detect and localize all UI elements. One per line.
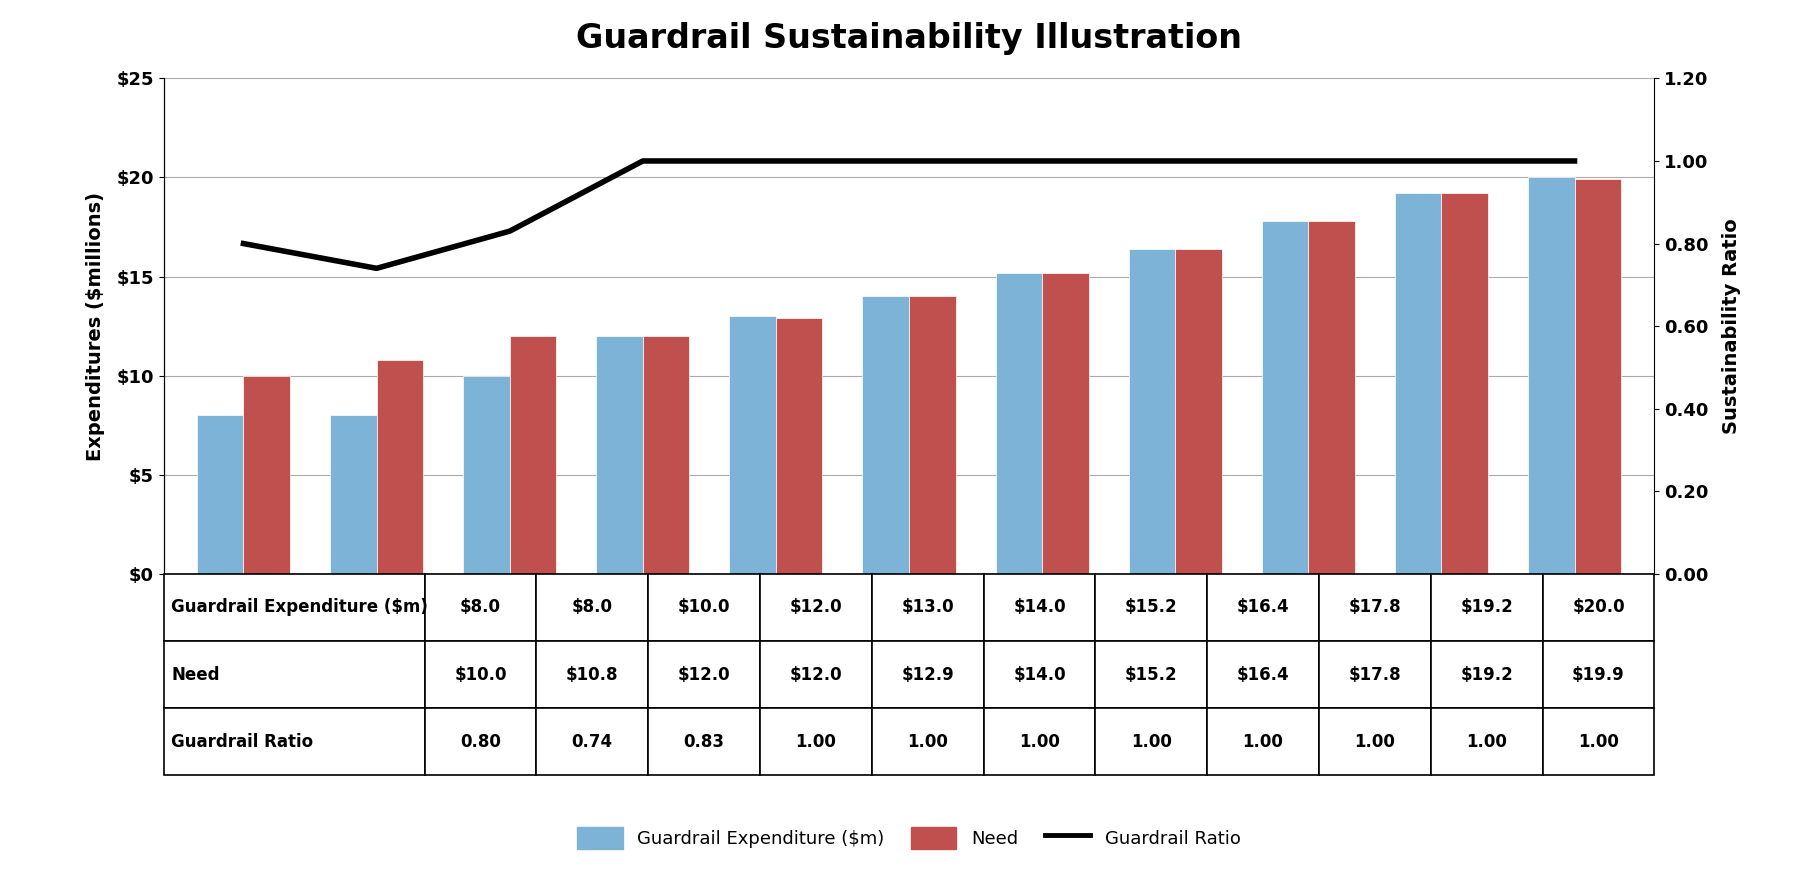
Bar xyxy=(1543,708,1654,775)
Bar xyxy=(996,273,1042,574)
Bar xyxy=(1543,574,1654,641)
Bar xyxy=(1174,249,1222,574)
Text: $17.8: $17.8 xyxy=(1349,598,1402,617)
Text: 1.00: 1.00 xyxy=(1244,733,1284,751)
Bar xyxy=(1262,221,1309,574)
Bar xyxy=(862,296,909,574)
Text: $15.2: $15.2 xyxy=(1125,598,1178,617)
Text: $14.0: $14.0 xyxy=(1013,665,1065,684)
Bar xyxy=(596,336,644,574)
Bar xyxy=(1431,574,1542,641)
Text: $16.4: $16.4 xyxy=(1236,665,1289,684)
Text: 1.00: 1.00 xyxy=(907,733,947,751)
Bar xyxy=(1442,193,1487,574)
Bar xyxy=(984,708,1096,775)
Bar xyxy=(984,641,1096,708)
Bar xyxy=(873,574,984,641)
Bar xyxy=(760,574,873,641)
Y-axis label: Sustainability Ratio: Sustainability Ratio xyxy=(1722,219,1742,434)
Bar xyxy=(244,375,291,574)
Text: 0.83: 0.83 xyxy=(684,733,725,751)
Bar xyxy=(644,336,689,574)
Text: $17.8: $17.8 xyxy=(1349,665,1402,684)
Text: $14.0: $14.0 xyxy=(1013,598,1065,617)
Bar xyxy=(464,375,509,574)
Text: 1.00: 1.00 xyxy=(796,733,836,751)
Text: $8.0: $8.0 xyxy=(571,598,613,617)
Bar xyxy=(1207,708,1320,775)
Bar xyxy=(760,641,873,708)
Text: 1.00: 1.00 xyxy=(1354,733,1394,751)
Text: Guardrail Ratio: Guardrail Ratio xyxy=(171,733,313,751)
Bar xyxy=(1042,273,1089,574)
Text: 1.00: 1.00 xyxy=(1020,733,1060,751)
Bar xyxy=(1207,641,1320,708)
Bar xyxy=(164,708,425,775)
Text: $12.0: $12.0 xyxy=(678,665,731,684)
Bar xyxy=(1096,708,1207,775)
Bar xyxy=(1096,641,1207,708)
Text: $10.0: $10.0 xyxy=(454,665,507,684)
Bar xyxy=(647,708,760,775)
Bar xyxy=(536,641,649,708)
Bar xyxy=(984,574,1096,641)
Bar xyxy=(873,708,984,775)
Text: $19.2: $19.2 xyxy=(1460,665,1513,684)
Text: $19.9: $19.9 xyxy=(1573,665,1625,684)
Bar xyxy=(1318,574,1431,641)
Bar xyxy=(1309,221,1354,574)
Bar xyxy=(425,574,536,641)
Text: 0.80: 0.80 xyxy=(460,733,500,751)
Bar xyxy=(1431,641,1542,708)
Bar xyxy=(729,316,776,574)
Bar xyxy=(425,641,536,708)
Bar xyxy=(1129,249,1174,574)
Text: 1.00: 1.00 xyxy=(1131,733,1171,751)
Text: $8.0: $8.0 xyxy=(460,598,502,617)
Bar xyxy=(1318,641,1431,708)
Text: 1.00: 1.00 xyxy=(1578,733,1618,751)
Text: Need: Need xyxy=(171,665,220,684)
Bar xyxy=(647,641,760,708)
Bar xyxy=(1318,708,1431,775)
Bar xyxy=(1574,179,1622,574)
Bar xyxy=(1431,708,1542,775)
Text: $13.0: $13.0 xyxy=(902,598,954,617)
Bar xyxy=(776,318,822,574)
Legend: Guardrail Expenditure ($m), Need, Guardrail Ratio: Guardrail Expenditure ($m), Need, Guardr… xyxy=(569,818,1249,858)
Text: $10.0: $10.0 xyxy=(678,598,731,617)
Bar xyxy=(164,574,425,641)
Bar xyxy=(331,415,376,574)
Text: 0.74: 0.74 xyxy=(571,733,613,751)
Text: $16.4: $16.4 xyxy=(1236,598,1289,617)
Bar xyxy=(164,641,425,708)
Bar xyxy=(909,296,956,574)
Text: $19.2: $19.2 xyxy=(1460,598,1513,617)
Bar xyxy=(1527,178,1574,574)
Bar xyxy=(1207,574,1320,641)
Bar xyxy=(873,641,984,708)
Text: $10.8: $10.8 xyxy=(565,665,618,684)
Text: 1.00: 1.00 xyxy=(1467,733,1507,751)
Bar xyxy=(376,360,424,574)
Bar xyxy=(425,708,536,775)
Bar xyxy=(1394,193,1442,574)
Text: $12.9: $12.9 xyxy=(902,665,954,684)
Bar xyxy=(536,708,649,775)
Bar xyxy=(1096,574,1207,641)
Text: Guardrail Sustainability Illustration: Guardrail Sustainability Illustration xyxy=(576,22,1242,55)
Text: Guardrail Expenditure ($m): Guardrail Expenditure ($m) xyxy=(171,598,427,617)
Text: $15.2: $15.2 xyxy=(1125,665,1178,684)
Y-axis label: Expenditures ($millions): Expenditures ($millions) xyxy=(85,192,105,461)
Text: $12.0: $12.0 xyxy=(789,665,842,684)
Bar xyxy=(1543,641,1654,708)
Bar xyxy=(536,574,649,641)
Text: $20.0: $20.0 xyxy=(1573,598,1625,617)
Bar xyxy=(509,336,556,574)
Bar xyxy=(196,415,244,574)
Bar xyxy=(647,574,760,641)
Bar xyxy=(760,708,873,775)
Text: $12.0: $12.0 xyxy=(789,598,842,617)
